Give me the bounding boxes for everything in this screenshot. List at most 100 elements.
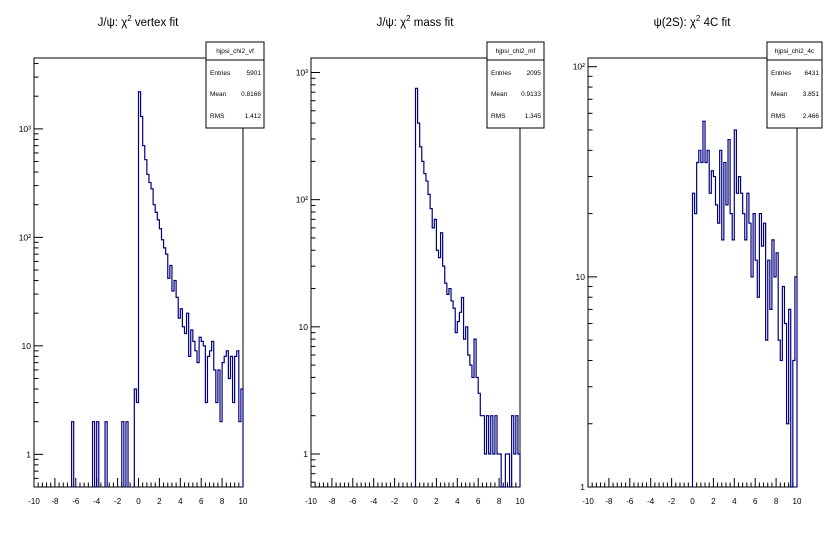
stats-rms-label: RMS xyxy=(771,113,786,120)
y-tick-label: 10 xyxy=(576,272,586,282)
histogram-bin xyxy=(187,313,189,487)
histogram-bin xyxy=(455,333,457,487)
histogram-bin xyxy=(201,341,203,487)
histogram-bin xyxy=(233,403,235,487)
histogram-bin xyxy=(745,240,747,487)
histogram-bin xyxy=(239,422,241,487)
histogram-bin xyxy=(230,356,232,487)
histogram-bin xyxy=(445,283,447,487)
stats-mean-label: Mean xyxy=(210,91,227,98)
histogram-bin xyxy=(772,240,774,487)
histogram-bin xyxy=(151,189,153,487)
x-tick-label: 2 xyxy=(157,497,162,506)
y-tick-label: 10² xyxy=(573,62,585,72)
x-tick-label: 10 xyxy=(793,497,802,506)
histogram-bin xyxy=(764,223,766,487)
stats-mean-value: 3.851 xyxy=(803,91,820,98)
histogram-bin xyxy=(789,309,791,487)
y-tick-label: 1 xyxy=(26,449,31,459)
stats-rms-value: 1.345 xyxy=(525,113,542,120)
title-sup: 2 xyxy=(696,14,701,23)
histogram-bin xyxy=(443,266,445,487)
histogram-bin xyxy=(718,223,720,487)
title-sup: 2 xyxy=(127,14,132,23)
histogram-line xyxy=(414,87,521,488)
x-tick-label: 0 xyxy=(413,497,418,506)
histogram-bin xyxy=(705,163,707,487)
histogram-bin xyxy=(432,228,434,487)
histogram-bin xyxy=(207,356,209,487)
histogram-bin xyxy=(203,346,205,487)
histogram-bin xyxy=(449,289,451,487)
histogram-bin xyxy=(780,360,782,487)
histogram-bin xyxy=(155,212,157,487)
histogram-bin xyxy=(126,422,128,487)
histogram-bin xyxy=(210,351,212,487)
title-part: vertex fit xyxy=(132,17,179,29)
stats-entries-value: 5901 xyxy=(247,70,262,77)
stats-entries-label: Entries xyxy=(491,70,512,77)
histogram-bin xyxy=(499,454,501,487)
histogram-bin xyxy=(241,389,243,487)
x-tick-label: 2 xyxy=(711,497,716,506)
histogram-bin xyxy=(505,454,507,487)
x-tick-label: -10 xyxy=(28,497,40,506)
histogram-bin xyxy=(189,356,191,487)
histogram-bin xyxy=(701,163,703,487)
histogram-bin xyxy=(416,88,418,487)
histogram-bin xyxy=(516,416,518,487)
histogram-bin xyxy=(438,258,440,487)
histogram-bin xyxy=(72,422,74,487)
histogram-bin xyxy=(147,174,149,487)
y-tick-label: 10 xyxy=(299,322,309,332)
histogram-bin xyxy=(491,416,493,487)
y-tick-label: 10³ xyxy=(19,124,31,134)
y-tick-label: 10² xyxy=(19,232,31,242)
histogram-bin xyxy=(159,229,161,487)
title-part: J/ψ: χ xyxy=(377,17,407,29)
histogram-bin xyxy=(732,240,734,487)
x-tick-label: -2 xyxy=(391,497,399,506)
histogram-bin xyxy=(224,356,226,487)
histogram-bin xyxy=(134,389,136,487)
histogram-bin xyxy=(784,323,786,487)
histogram-bin xyxy=(518,454,520,487)
stats-entries-label: Entries xyxy=(771,70,792,77)
histogram-bin xyxy=(214,370,216,487)
x-tick-label: 4 xyxy=(732,497,737,506)
histogram-bin xyxy=(464,339,466,487)
title-part: 4C fit xyxy=(700,17,731,29)
x-tick-label: 4 xyxy=(455,497,460,506)
histogram-bin xyxy=(235,356,237,487)
stats-mean-label: Mean xyxy=(771,91,788,98)
histogram-bin xyxy=(170,266,172,487)
histogram-panel-1: J/ψ: χ2 vertex fit-10 -8 -6 -4 -2 0 2 4 6 8 101101… xyxy=(19,14,265,506)
histogram-bin xyxy=(753,214,755,487)
histogram-bin xyxy=(487,416,489,487)
chart-title: ψ(2S): χ2 4C fit xyxy=(654,14,732,29)
stats-box: hjpsi_chi2_vf Entries 5901 Mean 0.8166 RMS 1.4… xyxy=(205,41,265,129)
histogram-bin xyxy=(514,454,516,487)
histogram-bin xyxy=(743,214,745,487)
histogram-panel-3: ψ(2S): χ2 4C fit-10 -8 -6 -4 -2 0 2 4 6 8 1011010²… xyxy=(573,14,823,506)
histogram-bin xyxy=(466,327,468,487)
x-tick-label: 10 xyxy=(516,497,525,506)
histogram-bin xyxy=(205,403,207,487)
histogram-bin xyxy=(459,312,461,487)
stats-box: hjpsi_chi2_4c Entries 6431 Mean 3.851 RMS 2.46… xyxy=(766,41,823,129)
histogram-bin xyxy=(199,337,201,487)
histogram-bin xyxy=(193,341,195,487)
histogram-bin xyxy=(757,297,759,487)
histogram-bin xyxy=(184,333,186,487)
histogram-bin xyxy=(178,318,180,487)
histogram-bin xyxy=(768,260,770,487)
x-tick-label: 6 xyxy=(753,497,758,506)
histogram-bin xyxy=(795,277,797,487)
histogram-bin xyxy=(793,360,795,487)
x-tick-label: -10 xyxy=(305,497,317,506)
histogram-panel-2: J/ψ: χ2 mass fit-10 -8 -6 -4 -2 0 2 4 6 8 1011010²… xyxy=(296,14,545,506)
histogram-bin xyxy=(176,297,178,487)
histogram-bin xyxy=(759,214,761,487)
histogram-bin xyxy=(709,193,711,487)
histogram-bin xyxy=(222,363,224,487)
